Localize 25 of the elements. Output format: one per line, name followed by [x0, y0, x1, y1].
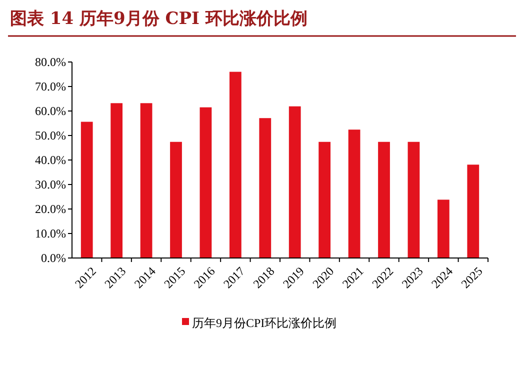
- y-tick-label: 30.0%: [35, 178, 66, 192]
- bar: [229, 72, 242, 258]
- chart-title: 图表 14 历年9月份 CPI 环比涨价比例: [10, 9, 308, 29]
- bar: [408, 142, 420, 258]
- legend-label: 历年9月份CPI环比涨价比例: [192, 316, 337, 330]
- y-tick-label: 0.0%: [41, 251, 66, 266]
- y-tick-label: 40.0%: [35, 153, 66, 168]
- y-tick-label: 80.0%: [35, 55, 66, 70]
- bar: [200, 107, 212, 258]
- bar: [80, 122, 93, 258]
- bar: [110, 103, 123, 258]
- y-tick-label: 70.0%: [35, 80, 66, 94]
- bar: [437, 200, 450, 258]
- bar: [348, 130, 360, 258]
- bar: [318, 142, 331, 258]
- bar: [288, 106, 301, 258]
- y-tick-label: 60.0%: [35, 104, 66, 118]
- y-tick-label: 20.0%: [35, 202, 66, 216]
- bar: [259, 118, 272, 258]
- bar: [467, 164, 480, 258]
- bar: [140, 103, 152, 258]
- bar: [170, 142, 182, 258]
- y-tick-label: 10.0%: [35, 226, 66, 241]
- bar: [378, 142, 390, 258]
- y-tick-label: 50.0%: [35, 128, 66, 143]
